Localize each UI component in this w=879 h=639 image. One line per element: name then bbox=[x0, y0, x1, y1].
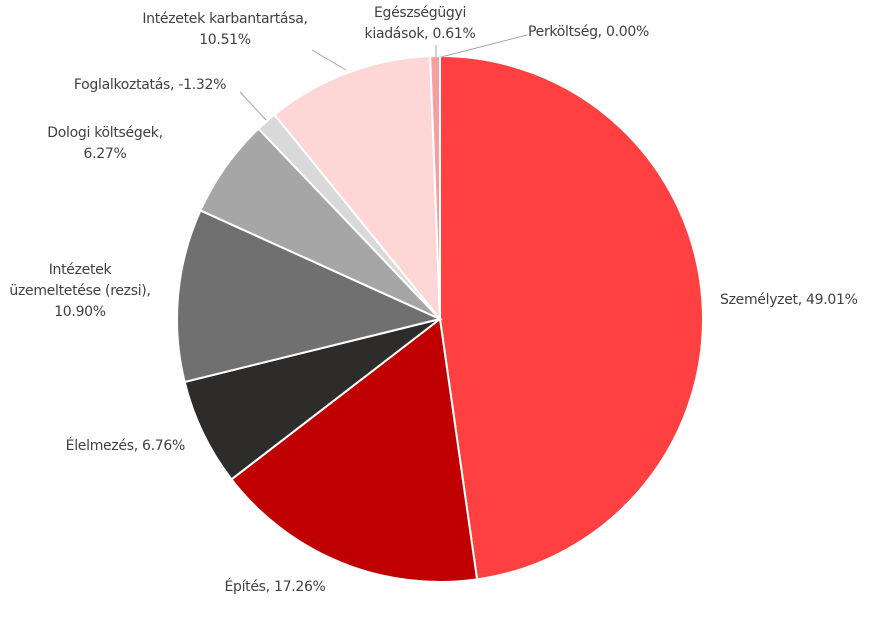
data-label: Építés, 17.26% bbox=[224, 579, 326, 595]
value-label: 6.76% bbox=[142, 438, 185, 454]
leader-line bbox=[440, 34, 528, 58]
category-label: Személyzet bbox=[720, 292, 798, 308]
category-label: Építés bbox=[224, 579, 266, 595]
pie-slice bbox=[230, 317, 479, 583]
leader-line bbox=[311, 49, 347, 71]
category-label: Dologi költségek bbox=[47, 125, 159, 141]
leader-line bbox=[239, 91, 267, 121]
data-label: Személyzet, 49.01% bbox=[720, 292, 858, 308]
category-label: Intézetek karbantartása bbox=[142, 11, 304, 27]
category-label: Élelmezés bbox=[65, 438, 134, 454]
category-label: Perköltség bbox=[528, 24, 598, 40]
data-label: Dologi költségek, 6.27% bbox=[47, 125, 163, 162]
data-label: Foglalkoztatás, -1.32% bbox=[73, 77, 227, 93]
category-label: Egészségügyi kiadások bbox=[364, 5, 467, 42]
pie-slice bbox=[176, 209, 444, 384]
value-label: 0.61% bbox=[432, 26, 476, 42]
value-label: 10.90% bbox=[54, 304, 106, 320]
value-label: 0.00% bbox=[605, 24, 649, 40]
value-label: 17.26% bbox=[273, 579, 326, 595]
value-label: 49.01% bbox=[806, 292, 858, 308]
category-label: Intézetek üzemeltetése (rezsi) bbox=[9, 262, 147, 299]
pie-slice bbox=[273, 55, 442, 322]
value-label: -1.32% bbox=[178, 77, 227, 93]
pie-slice bbox=[439, 54, 704, 581]
data-label: Egészségügyi kiadások, 0.61% bbox=[364, 5, 476, 42]
pie-slice bbox=[183, 318, 441, 481]
data-label: Perköltség, 0.00% bbox=[528, 24, 649, 40]
data-label: Intézetek üzemeltetése (rezsi), 10.90% bbox=[9, 262, 151, 320]
data-label: Intézetek karbantartása, 10.51% bbox=[142, 11, 308, 48]
value-label: 10.51% bbox=[199, 32, 251, 48]
data-label: Élelmezés, 6.76% bbox=[65, 438, 186, 454]
value-label: 6.27% bbox=[83, 146, 127, 162]
category-label: Foglalkoztatás bbox=[73, 77, 171, 93]
